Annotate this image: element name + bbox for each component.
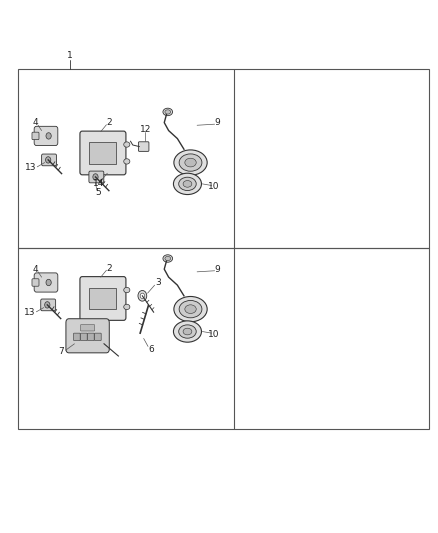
Text: 4: 4 [32,118,38,127]
Circle shape [138,290,147,301]
FancyBboxPatch shape [81,333,87,341]
Ellipse shape [174,150,207,175]
Ellipse shape [185,305,196,313]
Ellipse shape [179,154,202,171]
Bar [18,248,429,429]
Text: 9: 9 [214,118,220,127]
Text: 12: 12 [140,125,152,134]
Text: 6: 6 [148,345,154,353]
FancyBboxPatch shape [42,154,57,166]
Text: 10: 10 [208,330,219,338]
Ellipse shape [165,110,170,114]
FancyBboxPatch shape [34,126,58,146]
Ellipse shape [173,321,201,342]
Circle shape [46,279,51,286]
Text: 14: 14 [93,180,104,188]
Circle shape [46,133,51,139]
FancyBboxPatch shape [74,333,80,341]
Ellipse shape [179,177,196,191]
FancyBboxPatch shape [66,319,110,353]
Circle shape [140,293,145,298]
FancyBboxPatch shape [81,325,95,331]
Text: 13: 13 [25,164,36,172]
Text: 3: 3 [155,278,161,287]
Ellipse shape [183,328,192,335]
Circle shape [46,157,51,163]
Text: 1: 1 [67,52,73,60]
FancyBboxPatch shape [80,131,126,175]
FancyBboxPatch shape [138,142,149,151]
FancyBboxPatch shape [89,288,117,309]
Ellipse shape [163,108,173,116]
Ellipse shape [183,181,192,187]
Text: 4: 4 [32,265,38,273]
FancyBboxPatch shape [88,333,94,341]
Ellipse shape [179,325,196,338]
Text: 9: 9 [214,265,220,273]
FancyBboxPatch shape [32,132,39,140]
Ellipse shape [124,159,130,164]
Circle shape [45,302,50,308]
Ellipse shape [185,158,196,167]
Ellipse shape [173,173,201,195]
Ellipse shape [124,142,130,147]
Ellipse shape [174,296,207,322]
FancyBboxPatch shape [41,299,56,311]
FancyBboxPatch shape [80,277,126,320]
Ellipse shape [179,301,202,318]
FancyBboxPatch shape [95,333,101,341]
Text: 13: 13 [24,309,35,317]
Bar [18,69,429,248]
Ellipse shape [124,304,130,310]
FancyBboxPatch shape [34,273,58,292]
Circle shape [93,174,98,180]
Ellipse shape [124,287,130,293]
Ellipse shape [165,256,170,261]
Text: 10: 10 [208,182,219,191]
Ellipse shape [163,255,173,262]
Text: 5: 5 [95,189,101,197]
FancyBboxPatch shape [89,142,117,164]
FancyBboxPatch shape [89,171,104,183]
Text: 2: 2 [107,118,112,127]
Text: 2: 2 [107,264,112,272]
Text: 7: 7 [58,348,64,356]
FancyBboxPatch shape [32,279,39,286]
